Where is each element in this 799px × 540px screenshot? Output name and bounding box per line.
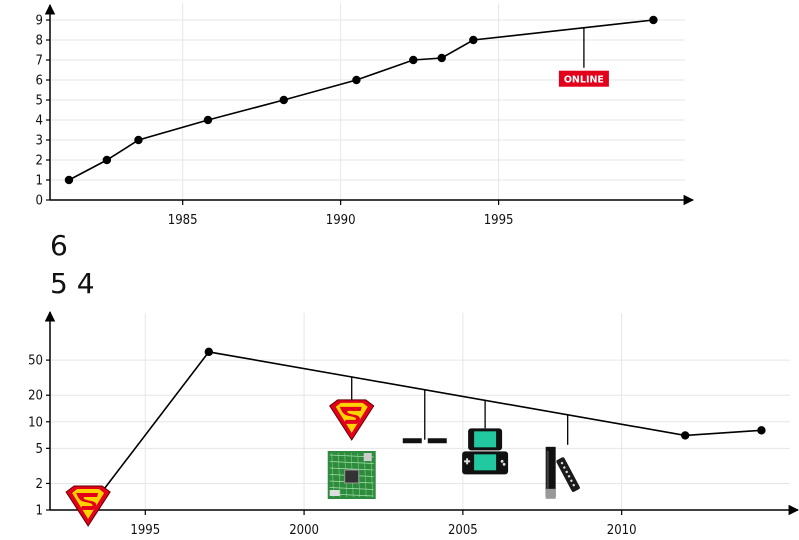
online-badge-label: ONLINE xyxy=(564,75,604,86)
y-tick-label: 9 xyxy=(36,14,43,29)
fragment-text-1: 6 xyxy=(50,229,68,262)
handheld-console-icon xyxy=(462,428,509,475)
y-tick-label: 2 xyxy=(36,154,43,169)
y-tick-label: 8 xyxy=(36,34,43,49)
x-tick-label: 2010 xyxy=(607,523,637,538)
y-tick-label: 50 xyxy=(28,354,43,369)
y-tick-label: 20 xyxy=(28,389,43,404)
data-point xyxy=(64,175,74,185)
fragment-text-2: 5 4 xyxy=(50,267,95,300)
online-badge: ONLINE xyxy=(558,70,609,87)
y-tick-label: 5 xyxy=(36,94,43,109)
data-point xyxy=(279,95,288,105)
x-tick-label: 1990 xyxy=(326,213,356,228)
y-tick-label: 5 xyxy=(36,442,43,457)
data-point xyxy=(680,431,690,440)
y-tick-label: 7 xyxy=(36,54,43,69)
y-tick-label: 1 xyxy=(36,174,43,189)
x-tick-label: 1995 xyxy=(484,213,514,228)
data-point xyxy=(469,35,478,45)
data-point xyxy=(204,347,213,357)
series-line xyxy=(68,19,654,181)
data-point xyxy=(102,155,112,165)
data-point xyxy=(409,55,418,65)
data-point xyxy=(437,53,446,63)
x-tick-label: 1995 xyxy=(130,523,160,538)
circuit-board-icon xyxy=(327,451,376,499)
x-tick-label: 2000 xyxy=(289,523,319,538)
y-tick-label: 4 xyxy=(36,114,43,129)
data-point xyxy=(134,135,143,145)
data-point xyxy=(203,115,213,125)
data-point xyxy=(757,426,766,435)
top-chart: 1985 1990 1995 0 1 2 3 4 5 6 7 8 9 ONLINE xyxy=(36,3,695,228)
data-point xyxy=(649,15,658,25)
bottom-chart: 1995 2000 2005 2010 1 2 5 10 20 50 xyxy=(28,310,799,538)
y-tick-label: 6 xyxy=(36,74,43,89)
superman-shield-icon xyxy=(329,399,375,441)
motion-controller-icon xyxy=(545,446,580,499)
y-tick-label: 3 xyxy=(36,134,43,149)
bar-pair-icon xyxy=(402,438,447,444)
y-tick-label: 10 xyxy=(28,415,43,430)
x-tick-label: 1985 xyxy=(168,213,198,228)
series-line xyxy=(87,351,762,511)
y-tick-label: 0 xyxy=(36,194,43,209)
superman-shield-icon xyxy=(65,485,111,527)
y-tick-label: 2 xyxy=(36,477,43,492)
data-point xyxy=(352,75,361,85)
y-tick-label: 1 xyxy=(36,504,43,519)
x-tick-label: 2005 xyxy=(448,523,478,538)
